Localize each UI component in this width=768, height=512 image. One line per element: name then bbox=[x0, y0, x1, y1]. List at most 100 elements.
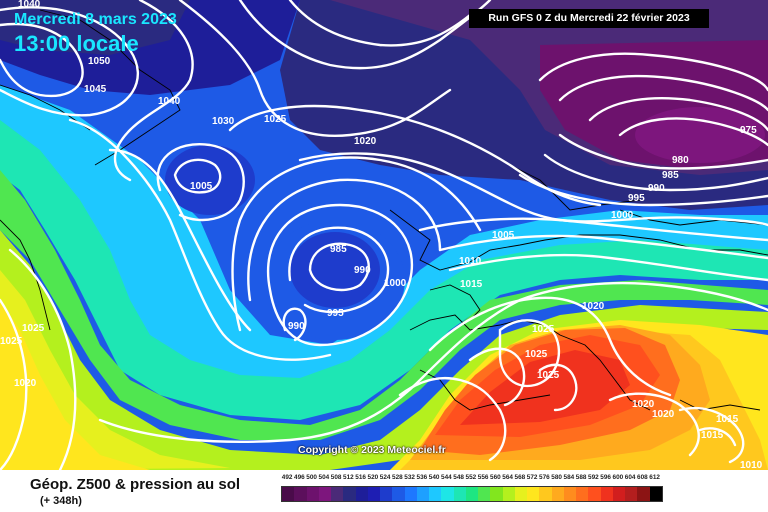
field-low-core bbox=[635, 107, 765, 163]
forecast-date: Mercredi 8 mars 2023 bbox=[14, 11, 177, 28]
scale-swatch bbox=[514, 487, 527, 501]
scale-tick-label: 612 bbox=[649, 474, 660, 481]
isobar-label: 1025 bbox=[22, 323, 45, 334]
isobar-label: 1020 bbox=[14, 378, 37, 389]
scale-tick-label: 608 bbox=[637, 474, 648, 481]
scale-swatch bbox=[478, 487, 491, 501]
color-scale-labels: 492 496 500 504 508 512 516 520 524 528 532 536 540 5… bbox=[281, 474, 663, 485]
isobar-label: 1000 bbox=[384, 278, 407, 289]
scale-swatch bbox=[563, 487, 576, 501]
scale-swatch bbox=[416, 487, 429, 501]
isobar-label: 1000 bbox=[611, 210, 634, 221]
scale-tick-label: 564 bbox=[502, 474, 513, 481]
isobar-label: 1025 bbox=[264, 114, 287, 125]
isobar-label: 1005 bbox=[492, 230, 515, 241]
scale-tick-label: 548 bbox=[453, 474, 464, 481]
scale-tick-label: 536 bbox=[416, 474, 428, 481]
color-scale: 492 496 500 504 508 512 516 520 524 528 532 536 540 5… bbox=[281, 474, 663, 502]
scale-tick-label: 496 bbox=[294, 474, 305, 481]
scale-tick-label: 596 bbox=[600, 474, 611, 481]
scale-tick-label: 492 bbox=[281, 474, 293, 481]
scale-tick-label: 504 bbox=[318, 474, 330, 481]
isobar-label: 1020 bbox=[582, 301, 605, 312]
scale-swatch bbox=[429, 487, 442, 501]
isobar-label: 1020 bbox=[632, 399, 655, 410]
scale-tick-label: 600 bbox=[612, 474, 624, 481]
field-gold-left bbox=[0, 300, 150, 470]
scale-tick-label: 584 bbox=[563, 474, 575, 481]
scale-swatch bbox=[527, 487, 540, 501]
isobar-label: 1045 bbox=[84, 84, 107, 95]
scale-tick-label: 580 bbox=[551, 474, 562, 481]
isobar-label: 1025 bbox=[525, 349, 548, 360]
field-red-core bbox=[460, 350, 630, 425]
color-scale-bar bbox=[281, 486, 663, 502]
isobar-label: 985 bbox=[330, 244, 347, 255]
lead-time: (+ 348h) bbox=[40, 495, 82, 507]
scale-tick-label: 516 bbox=[355, 474, 366, 481]
isobar-label: 990 bbox=[648, 183, 665, 194]
scale-swatch bbox=[355, 487, 368, 501]
scale-swatch bbox=[453, 487, 466, 501]
isobar-label: 1015 bbox=[701, 430, 724, 441]
isobar-label: 990 bbox=[354, 265, 371, 276]
scale-tick-label: 500 bbox=[306, 474, 317, 481]
scale-tick-label: 604 bbox=[624, 474, 636, 481]
scale-tick-label: 520 bbox=[367, 474, 379, 481]
scale-swatch bbox=[392, 487, 405, 501]
isobar-label: 1025 bbox=[532, 324, 555, 335]
isobar-label: 1010 bbox=[459, 256, 482, 267]
copyright-notice: Copyright © 2023 Meteociel.fr bbox=[298, 444, 446, 456]
scale-swatch bbox=[539, 487, 552, 501]
isobar-label: 1005 bbox=[190, 181, 213, 192]
scale-tick-label: 512 bbox=[343, 474, 354, 481]
isobar-labels: 1040 1050 1045 1040 1030 1025 1020 1005 … bbox=[0, 0, 763, 470]
scale-swatch bbox=[331, 487, 344, 501]
isobar-label: 1020 bbox=[354, 136, 377, 147]
scale-swatch bbox=[380, 487, 393, 501]
product-title: Géop. Z500 & pression au sol bbox=[30, 476, 241, 493]
isobar-label: 1025 bbox=[0, 336, 23, 347]
isobar-label: 980 bbox=[672, 155, 689, 166]
scale-swatch bbox=[502, 487, 515, 501]
isobar-label: 995 bbox=[628, 193, 645, 204]
isobar-label: 1015 bbox=[460, 279, 483, 290]
scale-swatch bbox=[551, 487, 564, 501]
scale-tick-label: 588 bbox=[575, 474, 587, 481]
scale-tick-label: 528 bbox=[392, 474, 403, 481]
scale-tick-label: 552 bbox=[465, 474, 477, 481]
isobar-label: 1040 bbox=[158, 96, 181, 107]
scale-tick-label: 568 bbox=[514, 474, 526, 481]
scale-tick-label: 544 bbox=[441, 474, 452, 481]
field-low-core-blue bbox=[290, 232, 380, 308]
scale-swatch bbox=[588, 487, 601, 501]
scale-swatch bbox=[490, 487, 503, 501]
isobar-label: 1050 bbox=[88, 56, 111, 67]
isobar-label: 1030 bbox=[212, 116, 235, 127]
isobar-label: 995 bbox=[327, 308, 344, 319]
forecast-time: 13:00 locale bbox=[14, 31, 139, 56]
isobar-label: 1040 bbox=[18, 0, 41, 10]
field-navy-left-core bbox=[0, 0, 190, 55]
isobar-label: 985 bbox=[662, 170, 679, 181]
scale-swatch bbox=[343, 487, 356, 501]
field-small-low bbox=[165, 145, 255, 215]
scale-swatch bbox=[294, 487, 307, 501]
scale-tick-label: 576 bbox=[539, 474, 550, 481]
field-turquoise bbox=[0, 120, 768, 420]
scale-swatch bbox=[600, 487, 613, 501]
isobar-label: 990 bbox=[288, 321, 305, 332]
scale-tick-label: 540 bbox=[428, 474, 440, 481]
scale-swatch bbox=[441, 487, 454, 501]
isobar-label: 1010 bbox=[740, 460, 763, 470]
scale-tick-label: 524 bbox=[379, 474, 391, 481]
scale-tick-label: 556 bbox=[477, 474, 489, 481]
scale-swatch bbox=[367, 487, 380, 501]
scale-swatch bbox=[649, 487, 662, 501]
scale-tick-label: 508 bbox=[330, 474, 342, 481]
scale-tick-label: 572 bbox=[526, 474, 538, 481]
scale-swatch bbox=[282, 487, 295, 501]
isobar-label: 975 bbox=[740, 125, 757, 136]
scale-swatch bbox=[318, 487, 331, 501]
